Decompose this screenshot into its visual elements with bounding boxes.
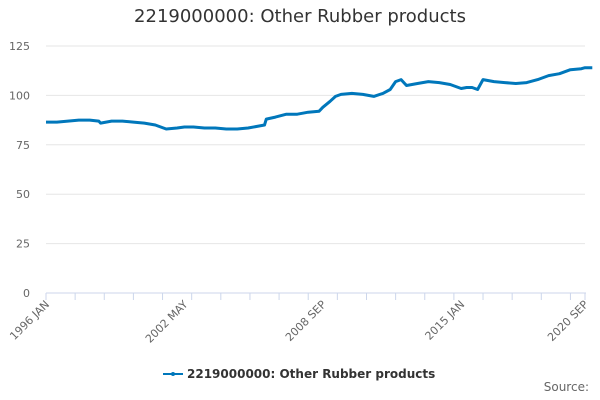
y-tick-label: 25 xyxy=(16,238,30,251)
source-credit: Source: xyxy=(543,380,589,394)
x-tick-label: 2002 MAY xyxy=(143,298,191,346)
x-axis-labels: 1996 JAN 2002 MAY 2008 SEP 2015 JAN 2020 SEP xyxy=(7,298,591,346)
x-tick-label: 2020 SEP xyxy=(545,298,591,344)
y-axis-ticks: 0 25 50 75 100 125 xyxy=(9,40,30,300)
legend-label: 2219000000: Other Rubber products xyxy=(187,367,436,381)
y-tick-label: 100 xyxy=(9,89,30,102)
y-tick-label: 125 xyxy=(9,40,30,53)
x-axis xyxy=(45,292,586,300)
x-tick-label: 2015 JAN xyxy=(423,298,468,343)
gridlines xyxy=(46,45,585,245)
x-tick-label: 1996 JAN xyxy=(7,298,52,343)
y-tick-label: 0 xyxy=(23,287,30,300)
chart-title: 2219000000: Other Rubber products xyxy=(134,6,466,27)
y-tick-label: 50 xyxy=(16,188,30,201)
legend-line-marker-icon xyxy=(163,368,183,380)
series-line[interactable] xyxy=(46,66,593,131)
y-tick-label: 75 xyxy=(16,139,30,152)
legend-item[interactable]: 2219000000: Other Rubber products xyxy=(163,365,435,383)
x-tick-label: 2008 SEP xyxy=(283,298,329,344)
